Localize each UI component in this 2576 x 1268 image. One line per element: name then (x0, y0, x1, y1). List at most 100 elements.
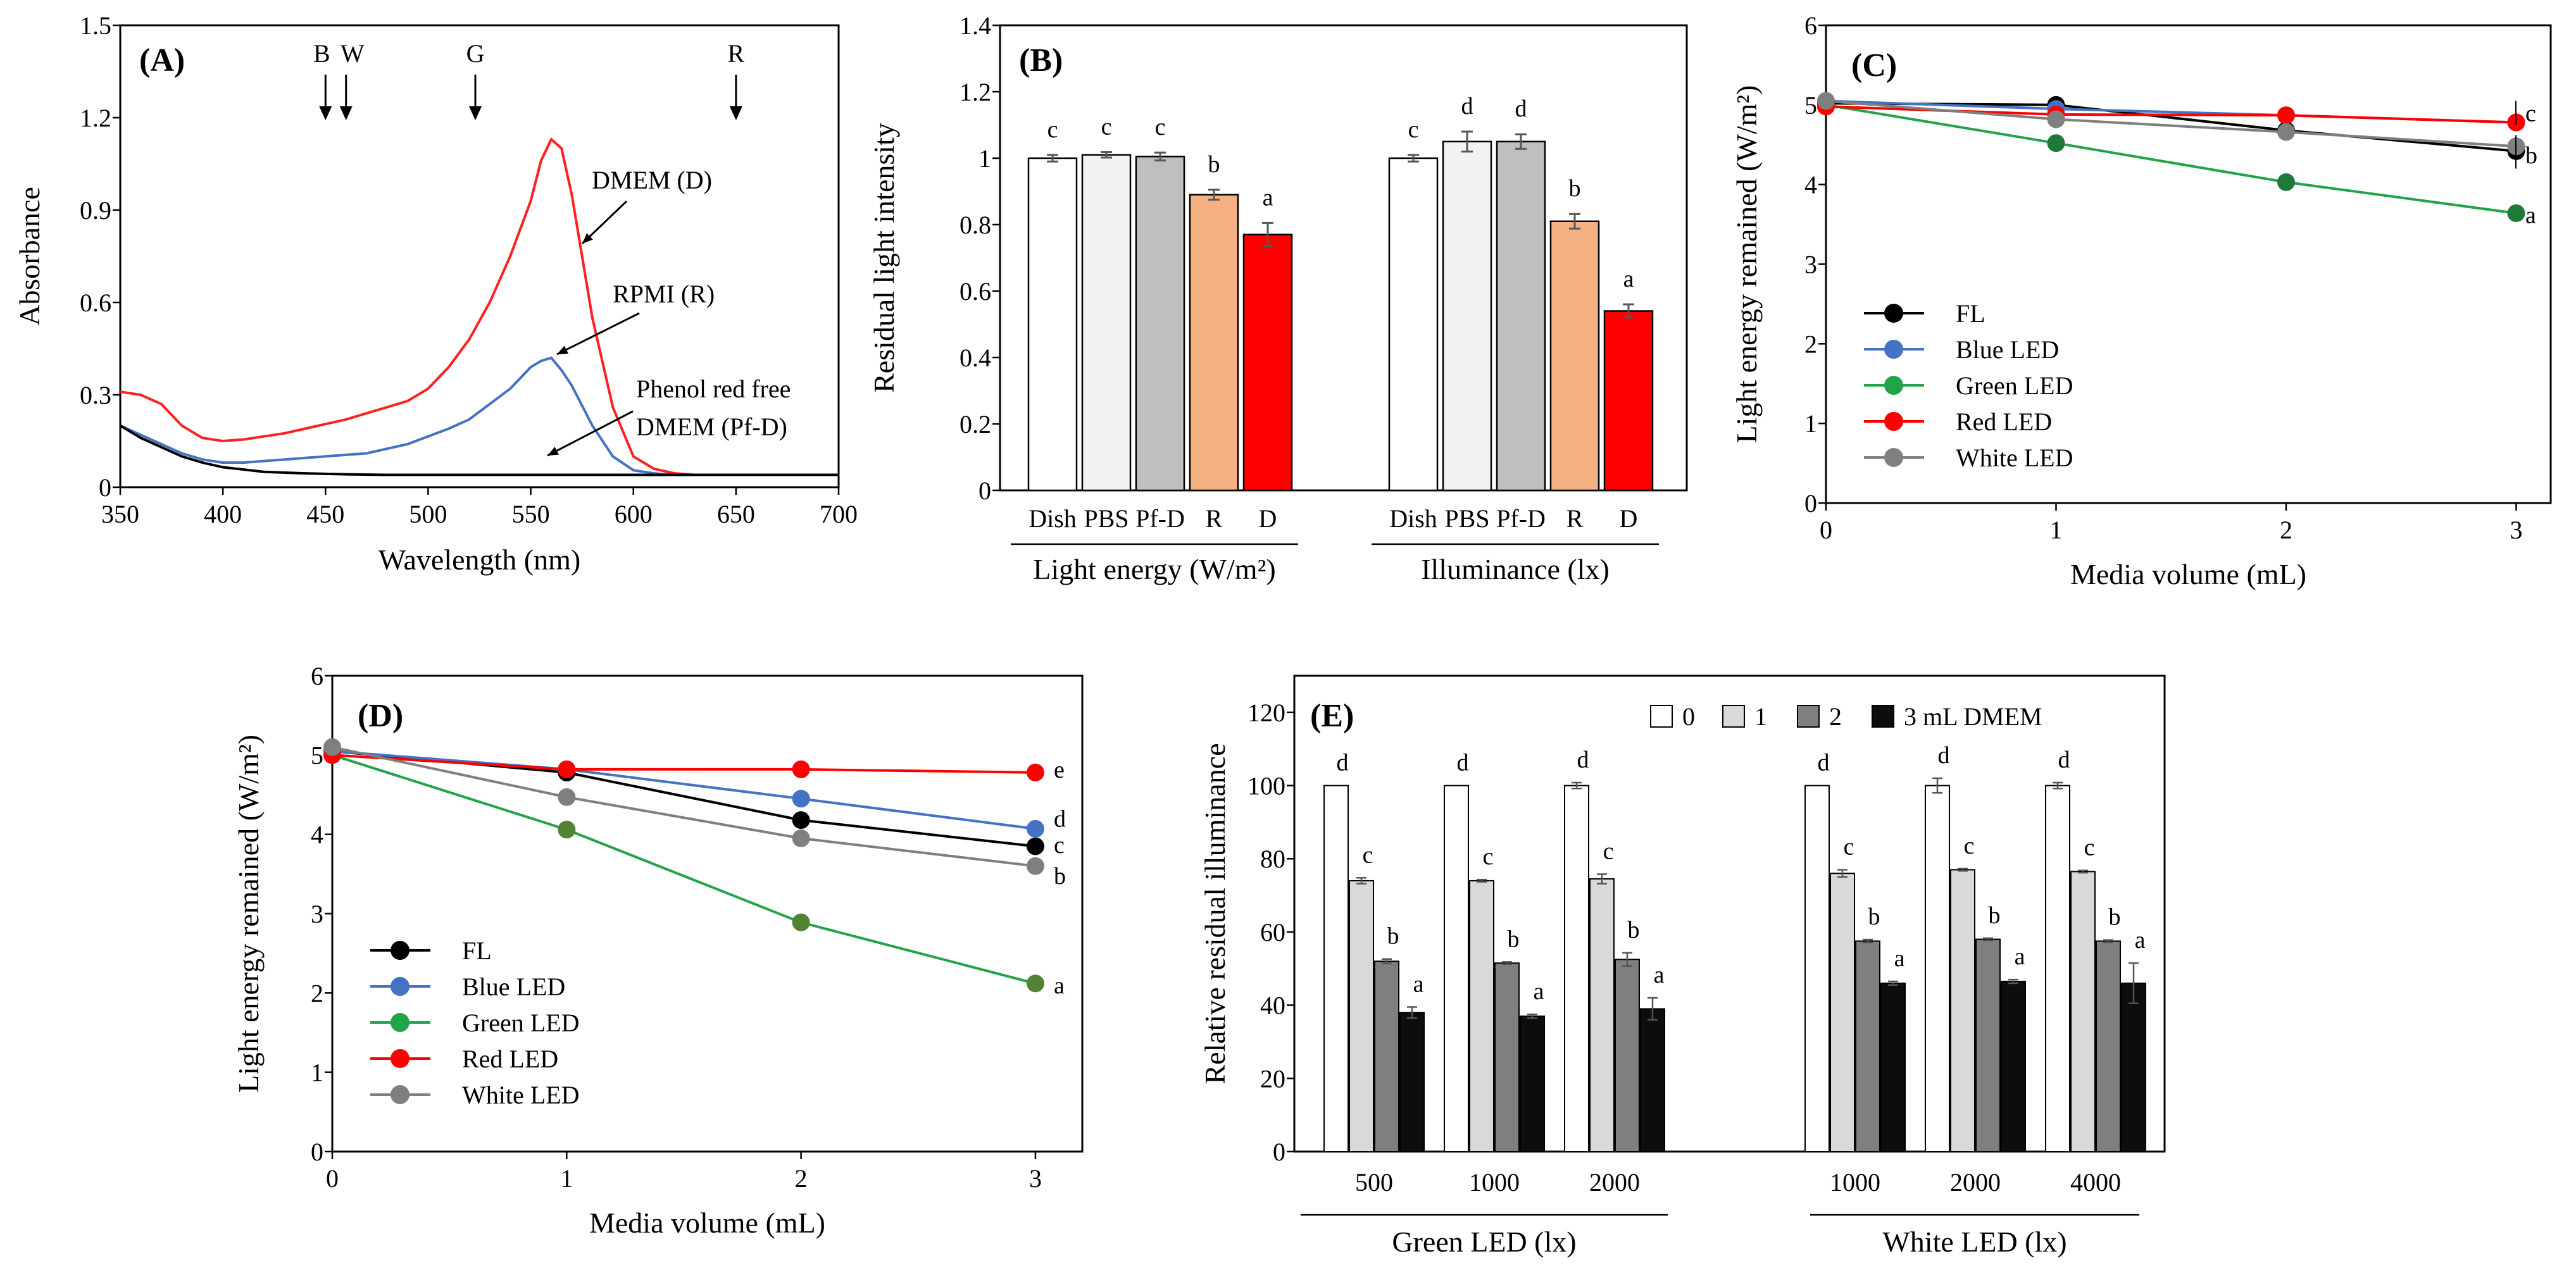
significance-letter: a (2525, 202, 2536, 228)
significance-letter: b (1628, 917, 1640, 943)
legend-entry: Green LED (462, 1009, 579, 1037)
group-label: 500 (1355, 1168, 1393, 1197)
series-line-2 (1825, 103, 2517, 214)
bar (1855, 940, 1880, 1153)
panel-label: (C) (1851, 47, 1897, 84)
legend-swatch-marker (1884, 448, 1903, 467)
significance-letter: a (1623, 266, 1634, 292)
x-axis-label: Media volume (mL) (589, 1207, 825, 1239)
x-tick-label: 500 (409, 500, 447, 528)
y-axis-label: Relative residual illuminance (1199, 743, 1231, 1084)
y-axis-label: Light energy remained (W/m²) (1730, 85, 1763, 443)
x-tick-label: 1 (2049, 516, 2062, 544)
x-tick-label: 600 (615, 500, 653, 528)
y-tick-label: 0 (99, 473, 111, 502)
legend-entry: Blue LED (1956, 335, 2059, 364)
legend-entry: 0 (1682, 702, 1695, 731)
y-tick-label: 5 (311, 741, 323, 769)
x-tick-label: 3 (1029, 1164, 1042, 1193)
series-line-4 (332, 745, 1036, 867)
significance-letter: c (1101, 114, 1112, 140)
y-tick-label: 1 (311, 1059, 323, 1087)
marker-label: R (728, 39, 745, 68)
series-label: DMEM (D) (592, 166, 712, 194)
series-line-3 (332, 754, 1035, 774)
bar (2096, 940, 2121, 1153)
legend-swatch-marker (391, 1049, 410, 1068)
series-label: Phenol red free (636, 375, 791, 403)
data-point (558, 760, 576, 778)
significance-letter: a (2015, 943, 2025, 970)
panel-c: 0 1 2 3 4 5 6 0 1 2 3 Light energy remained (W/m²) M… (1730, 11, 2552, 590)
series-line-0 (120, 137, 839, 476)
y-tick-label: 2 (311, 979, 323, 1007)
significance-letter: c (1408, 116, 1419, 143)
bar (2045, 785, 2070, 1152)
marker-arrow-head (319, 106, 332, 120)
marker-arrow-head (339, 106, 353, 120)
bar (1081, 154, 1132, 492)
category-label: R (1206, 504, 1223, 533)
bar (1975, 938, 2001, 1152)
bar (1603, 310, 1654, 492)
significance-letter: b (1868, 904, 1880, 930)
bar (1469, 880, 1494, 1152)
legend-entry: Red LED (462, 1045, 558, 1073)
x-tick-label: 450 (306, 500, 344, 528)
plot-frame (999, 24, 1688, 492)
x-tick-label: 400 (204, 500, 242, 528)
marker-arrow-head (729, 106, 742, 120)
legend-swatch-marker (1884, 340, 1903, 359)
data-point (1817, 92, 1835, 110)
bar (1496, 140, 1546, 492)
y-tick-label: 1.2 (960, 78, 991, 106)
data-point (792, 790, 810, 808)
label-arrow-head (557, 345, 568, 354)
data-point (558, 821, 576, 839)
significance-letter: a (2135, 927, 2146, 954)
group-label: 1000 (1469, 1168, 1520, 1197)
data-point (1026, 763, 1044, 781)
series-label: DMEM (Pf-D) (636, 413, 787, 441)
legend-swatch (1650, 705, 1673, 728)
legend-swatch (1872, 705, 1894, 728)
significance-letter: c (1054, 832, 1065, 859)
legend-swatch-marker (1884, 376, 1903, 395)
significance-letter: b (1208, 151, 1220, 178)
y-tick-label: 6 (311, 662, 323, 690)
x-tick-label: 650 (717, 500, 755, 528)
label-arrow (547, 410, 634, 457)
legend-entry: White LED (1956, 444, 2073, 472)
legend-swatch (1797, 705, 1820, 728)
series-line-4 (1825, 99, 2517, 148)
label-arrow (556, 312, 640, 356)
y-tick-label: 120 (1247, 699, 1285, 727)
x-axis-label: Media volume (mL) (2070, 558, 2306, 590)
significance-letter: e (1054, 757, 1065, 783)
legend-entry: White LED (462, 1081, 580, 1109)
y-tick-label: 0.6 (960, 277, 991, 306)
bar (1589, 878, 1615, 1152)
bar (1027, 157, 1078, 492)
marker-label: B (313, 39, 330, 68)
x-tick-label: 550 (512, 500, 550, 528)
y-tick-label: 0.9 (80, 196, 111, 225)
bar (1830, 873, 1855, 1153)
series-line-1 (120, 356, 839, 476)
y-tick-label: 2 (1804, 330, 1817, 358)
y-tick-label: 0.4 (960, 344, 991, 372)
data-point (792, 811, 810, 830)
y-tick-label: 0.6 (80, 289, 111, 317)
significance-letter: c (1047, 116, 1058, 143)
x-tick-label: 2 (795, 1164, 808, 1193)
y-tick-label: 1 (1804, 409, 1817, 438)
y-tick-label: 3 (1804, 251, 1817, 279)
y-tick-label: 3 (311, 900, 323, 928)
legend-entry: 3 mL DMEM (1904, 702, 2042, 731)
legend-entry: Blue LED (462, 973, 565, 1001)
y-tick-label: 1.4 (960, 11, 991, 40)
significance-letter: a (1263, 184, 1273, 211)
x-tick-label: 350 (101, 500, 139, 528)
significance-letter: d (1818, 750, 1830, 776)
data-point (558, 788, 576, 806)
